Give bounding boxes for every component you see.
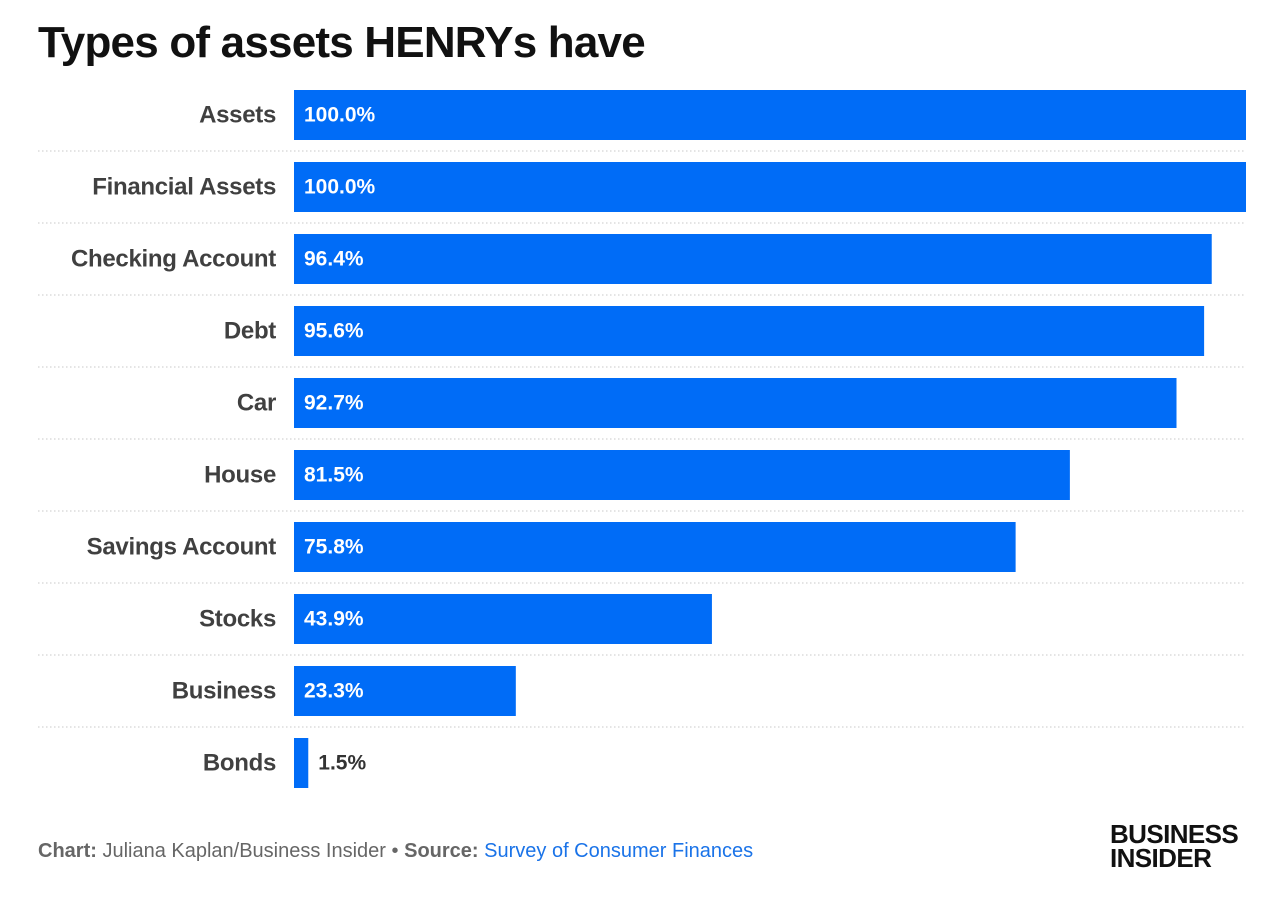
source-label: Source: — [404, 840, 479, 862]
bar — [294, 306, 1205, 356]
category-label: House — [204, 462, 276, 489]
bar — [294, 450, 1070, 500]
value-label: 100.0% — [304, 104, 376, 127]
chart-title: Types of assets HENRYs have — [38, 18, 646, 67]
value-label: 96.4% — [304, 248, 364, 271]
value-label: 23.3% — [304, 680, 364, 703]
category-label: Car — [237, 390, 276, 417]
value-label: 75.8% — [304, 536, 364, 559]
source-link[interactable]: Survey of Consumer Finances — [484, 840, 754, 862]
bar — [294, 378, 1177, 428]
chart-footer: Chart: Juliana Kaplan/Business Insider •… — [38, 840, 753, 863]
bar — [294, 666, 516, 716]
category-label: Checking Account — [71, 246, 276, 273]
bar — [294, 738, 309, 788]
business-insider-logo: BUSINESS INSIDER — [1110, 819, 1239, 873]
value-label: 95.6% — [304, 320, 364, 343]
value-label: 92.7% — [304, 392, 364, 415]
footer-separator: • — [391, 840, 399, 862]
category-label: Financial Assets — [92, 174, 276, 201]
category-label: Bonds — [203, 750, 276, 777]
category-label: Business — [172, 678, 276, 705]
value-label: 100.0% — [304, 176, 376, 199]
bar — [294, 90, 1246, 140]
category-label: Stocks — [199, 606, 276, 633]
chart-credit-label: Chart: — [38, 840, 97, 862]
value-label: 81.5% — [304, 464, 364, 487]
logo-line-1: BUSINESS — [1110, 819, 1239, 849]
category-label: Assets — [199, 102, 276, 129]
value-label: 43.9% — [304, 608, 364, 631]
category-label: Debt — [224, 318, 276, 345]
chart-credit: Juliana Kaplan/Business Insider — [102, 840, 386, 862]
value-label: 1.5% — [318, 752, 366, 775]
logo-line-2: INSIDER — [1110, 843, 1212, 873]
category-label: Savings Account — [87, 534, 277, 561]
bar — [294, 522, 1016, 572]
bar — [294, 234, 1212, 284]
bar — [294, 594, 712, 644]
bar — [294, 162, 1246, 212]
